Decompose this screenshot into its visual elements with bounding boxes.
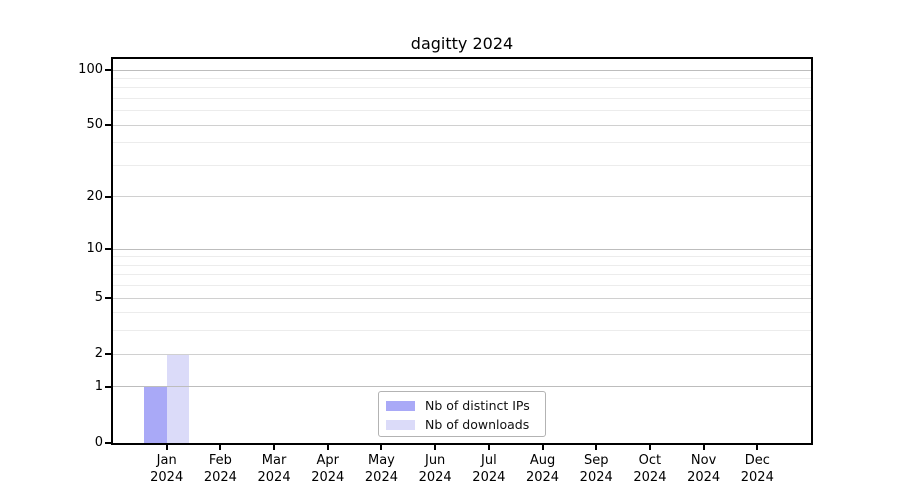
month-year: 2024 (687, 470, 721, 485)
x-tick-mark-may (380, 445, 383, 450)
x-tick-label-may: May 2024 (351, 452, 411, 486)
month-year: 2024 (364, 470, 398, 485)
y-tick-label-10: 10 (86, 241, 103, 257)
gridline-100 (113, 69, 811, 71)
month-year: 2024 (525, 470, 560, 485)
legend-row-distinct-ips: Nb of distinct IPs (379, 396, 545, 415)
month-year: 2024 (311, 470, 345, 485)
x-tick-label-jan: Jan 2024 (137, 452, 197, 486)
month-name: Sep (583, 453, 609, 468)
gridline-40 (113, 142, 811, 144)
y-tick-label-50: 50 (86, 117, 103, 133)
gridline-8 (113, 264, 811, 266)
x-tick-mark-oct (648, 445, 651, 450)
x-tick-label-dec: Dec 2024 (727, 452, 787, 486)
month-year: 2024 (472, 470, 506, 485)
x-tick-mark-jan (165, 445, 168, 450)
gridline-70 (113, 97, 811, 99)
month-name: Apr (316, 453, 340, 468)
y-tick-label-2: 2 (94, 346, 103, 362)
x-tick-label-oct: Oct 2024 (620, 452, 680, 486)
legend-swatch-downloads (386, 419, 415, 430)
x-tick-mark-dec (756, 445, 759, 450)
month-year: 2024 (633, 470, 667, 485)
y-tick-mark-10 (105, 248, 111, 251)
x-tick-label-sep: Sep 2024 (566, 452, 626, 486)
y-tick-label-100: 100 (78, 62, 103, 77)
gridline-7 (113, 274, 811, 276)
gridline-80 (113, 87, 811, 89)
month-name: Oct (638, 453, 662, 468)
gridline-6 (113, 285, 811, 287)
month-name: Nov (690, 453, 717, 468)
gridline-4 (113, 312, 811, 314)
gridline-50 (113, 124, 811, 126)
x-tick-label-aug: Aug 2024 (513, 452, 573, 486)
legend-row-downloads: Nb of downloads (379, 415, 545, 434)
y-tick-label-1: 1 (94, 378, 103, 394)
month-name: Feb (208, 453, 232, 468)
y-tick-mark-50 (105, 124, 111, 127)
x-tick-mark-jun (434, 445, 437, 450)
x-tick-mark-apr (326, 445, 329, 450)
gridline-60 (113, 110, 811, 112)
month-name: Jun (424, 453, 446, 468)
y-tick-label-0: 0 (94, 435, 103, 450)
month-name: Aug (529, 453, 556, 468)
month-year: 2024 (579, 470, 613, 485)
x-tick-mark-jul (487, 445, 490, 450)
x-tick-mark-nov (702, 445, 705, 450)
gridline-30 (113, 164, 811, 166)
x-tick-label-feb: Feb 2024 (190, 452, 250, 486)
gridline-1 (113, 386, 811, 388)
gridline-20 (113, 196, 811, 198)
x-tick-mark-aug (541, 445, 544, 450)
legend-label-downloads: Nb of downloads (425, 417, 530, 432)
y-tick-mark-20 (105, 195, 111, 198)
plot-area (111, 57, 813, 445)
month-name: Jul (481, 453, 497, 468)
x-tick-mark-mar (273, 445, 276, 450)
bar-downloads (166, 354, 190, 443)
month-name: May (368, 453, 395, 468)
gridline-90 (113, 77, 811, 79)
month-year: 2024 (257, 470, 291, 485)
month-year: 2024 (740, 470, 774, 485)
month-name: Mar (261, 453, 287, 468)
y-tick-mark-1 (105, 385, 111, 388)
month-year: 2024 (203, 470, 237, 485)
gridline-3 (113, 330, 811, 332)
legend: Nb of distinct IPs Nb of downloads (378, 391, 546, 437)
bar-distinct-ips (144, 386, 167, 443)
month-year: 2024 (418, 470, 452, 485)
x-tick-label-nov: Nov 2024 (674, 452, 734, 486)
y-tick-mark-5 (105, 297, 111, 300)
chart-title: dagitty 2024 (410, 34, 514, 53)
gridline-5 (113, 297, 811, 299)
gridline-2 (113, 353, 811, 355)
legend-label-distinct-ips: Nb of distinct IPs (425, 398, 530, 413)
y-tick-label-20: 20 (86, 188, 103, 204)
x-tick-label-mar: Mar 2024 (244, 452, 304, 486)
x-tick-mark-sep (595, 445, 598, 450)
y-tick-mark-100 (105, 69, 111, 71)
y-tick-mark-0 (105, 442, 111, 444)
month-name: Dec (744, 453, 770, 468)
gridline-10 (113, 248, 811, 250)
month-name: Jan (156, 453, 177, 468)
month-year: 2024 (150, 470, 184, 485)
x-tick-label-jun: Jun 2024 (405, 452, 465, 486)
x-tick-mark-feb (219, 445, 222, 450)
y-tick-label-5: 5 (94, 290, 103, 306)
legend-swatch-distinct-ips (386, 400, 415, 411)
x-tick-label-jul: Jul 2024 (459, 452, 519, 486)
x-tick-label-apr: Apr 2024 (298, 452, 358, 486)
y-tick-mark-2 (105, 353, 111, 356)
gridline-9 (113, 256, 811, 258)
